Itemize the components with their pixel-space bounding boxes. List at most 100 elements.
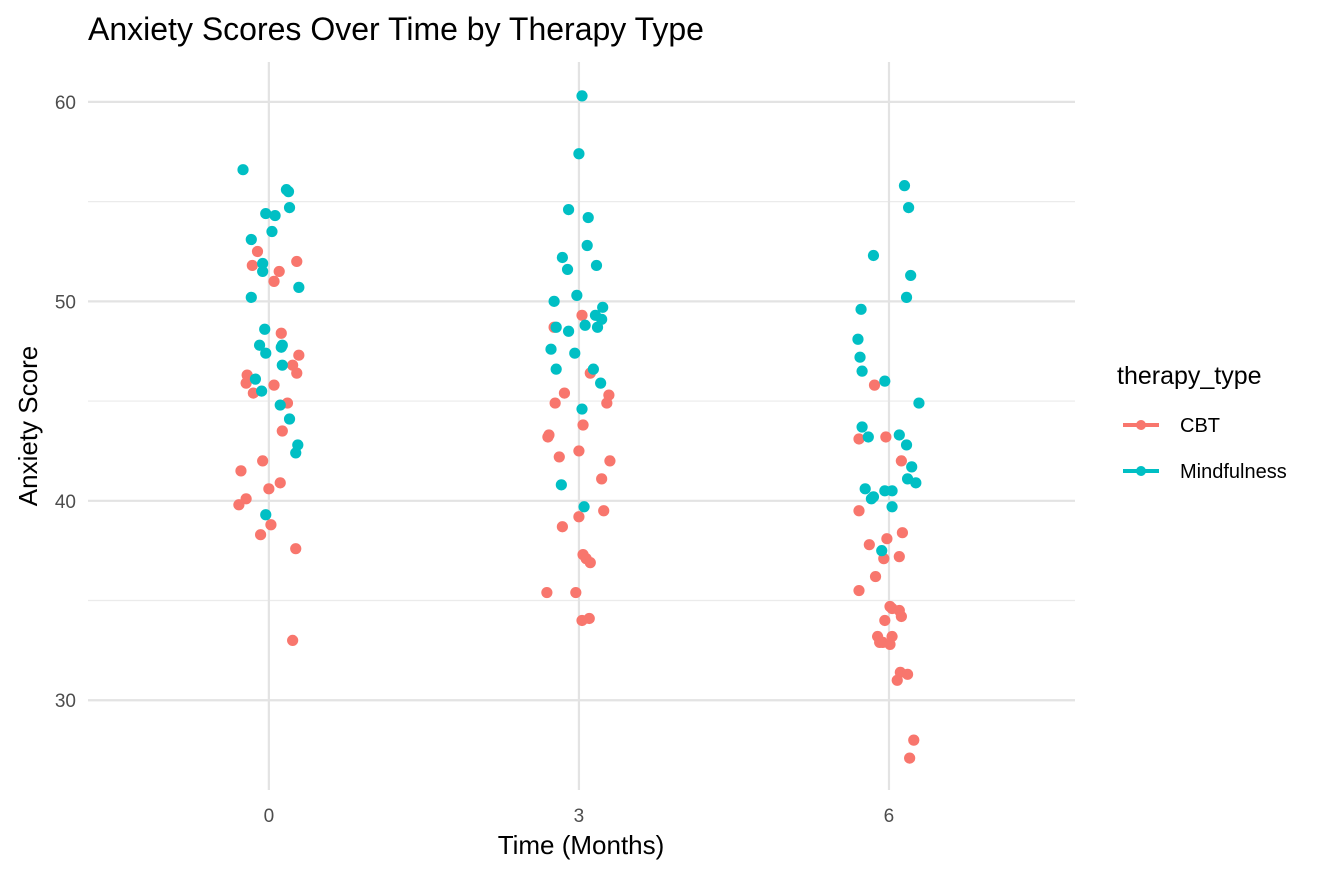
data-point-mindfulness <box>550 363 562 375</box>
legend-key-point-cbt <box>1136 420 1146 430</box>
data-point-mindfulness <box>595 377 607 389</box>
data-point-cbt <box>276 425 288 437</box>
data-point-mindfulness <box>898 180 911 192</box>
data-point-mindfulness <box>910 477 922 489</box>
y-tick-label: 40 <box>55 492 76 513</box>
data-point-mindfulness <box>859 483 871 495</box>
chart-title: Anxiety Scores Over Time by Therapy Type <box>88 11 704 47</box>
data-point-cbt <box>275 327 287 339</box>
data-point-mindfulness <box>879 375 891 387</box>
data-point-cbt <box>553 451 565 463</box>
data-point-mindfulness <box>576 403 588 415</box>
data-point-mindfulness <box>257 257 269 270</box>
data-point-mindfulness <box>269 209 281 222</box>
data-point-mindfulness <box>573 148 585 160</box>
data-point-mindfulness <box>862 431 874 443</box>
data-point-mindfulness <box>905 269 917 282</box>
data-point-mindfulness <box>900 291 913 303</box>
data-point-mindfulness <box>283 413 296 425</box>
data-point-mindfulness <box>865 493 877 505</box>
data-point-cbt <box>891 674 903 686</box>
data-point-mindfulness <box>290 447 302 459</box>
data-point-mindfulness <box>260 347 272 359</box>
legend-label-mindfulness: Mindfulness <box>1180 461 1287 483</box>
data-point-cbt <box>604 455 616 467</box>
data-point-mindfulness <box>876 545 888 557</box>
data-point-mindfulness <box>579 319 591 331</box>
data-point-cbt <box>868 379 881 391</box>
data-point-cbt <box>869 570 882 583</box>
data-point-cbt <box>584 557 596 569</box>
data-point-mindfulness <box>256 385 268 397</box>
data-point-cbt <box>601 397 613 409</box>
data-point-mindfulness <box>555 479 567 491</box>
data-point-cbt <box>853 584 865 597</box>
y-tick-label: 50 <box>55 292 76 313</box>
data-point-cbt <box>576 614 588 627</box>
legend-item-cbt: CBT <box>1123 415 1220 437</box>
data-point-mindfulness <box>854 351 866 363</box>
data-point-mindfulness <box>856 365 868 377</box>
data-point-cbt <box>570 586 582 599</box>
data-point-mindfulness <box>283 202 296 214</box>
data-point-cbt <box>549 397 561 409</box>
x-tick-labels: 0 3 6 <box>264 806 895 827</box>
data-point-cbt <box>558 387 571 399</box>
data-point-mindfulness <box>237 164 249 176</box>
data-point-cbt <box>268 275 280 287</box>
data-point-mindfulness <box>282 186 295 198</box>
data-point-mindfulness <box>581 239 593 252</box>
data-point-cbt <box>254 529 267 541</box>
data-point-mindfulness <box>260 509 272 521</box>
data-point-cbt <box>291 255 303 268</box>
data-point-mindfulness <box>886 485 898 497</box>
data-point-mindfulness <box>590 259 603 272</box>
x-tick-label: 3 <box>574 806 585 827</box>
data-point-cbt <box>881 533 893 545</box>
data-point-cbt <box>265 519 277 531</box>
data-point-mindfulness <box>259 323 271 335</box>
data-point-mindfulness <box>571 289 583 301</box>
data-point-cbt <box>893 551 905 563</box>
data-point-cbt <box>576 309 588 321</box>
data-point-mindfulness <box>550 321 562 333</box>
data-point-mindfulness <box>591 321 604 333</box>
data-point-cbt <box>235 465 247 477</box>
data-point-mindfulness <box>253 339 266 351</box>
data-point-cbt <box>291 367 303 379</box>
data-point-mindfulness <box>249 373 262 385</box>
data-point-mindfulness <box>569 347 581 359</box>
data-point-mindfulness <box>245 233 257 246</box>
data-point-cbt <box>268 379 280 391</box>
data-point-mindfulness <box>576 90 588 102</box>
data-point-cbt <box>863 539 875 551</box>
data-point-cbt <box>263 483 275 495</box>
x-axis-title: Time (Months) <box>498 830 665 860</box>
data-point-mindfulness <box>913 397 925 409</box>
data-point-cbt <box>895 610 907 623</box>
data-point-mindfulness <box>852 333 864 345</box>
y-axis-title: Anxiety Score <box>13 346 43 506</box>
data-point-mindfulness <box>548 295 560 307</box>
data-point-cbt <box>287 634 299 647</box>
data-point-cbt <box>853 505 865 517</box>
data-point-mindfulness <box>578 501 590 513</box>
legend-label-cbt: CBT <box>1180 415 1220 437</box>
data-point-mindfulness <box>293 281 305 293</box>
x-tick-label: 0 <box>264 806 275 827</box>
data-point-mindfulness <box>867 249 880 262</box>
data-point-mindfulness <box>562 203 575 216</box>
data-point-cbt <box>233 499 245 511</box>
data-point-mindfulness <box>266 225 278 238</box>
data-point-mindfulness <box>556 251 568 264</box>
y-tick-label: 30 <box>55 691 76 712</box>
data-point-mindfulness <box>276 359 288 371</box>
data-point-cbt <box>901 668 914 680</box>
data-point-cbt <box>896 527 909 539</box>
data-point-cbt <box>293 349 305 361</box>
data-point-cbt <box>257 455 269 467</box>
data-point-cbt <box>880 431 892 443</box>
grid-minor <box>88 201 1075 602</box>
y-tick-label: 60 <box>55 93 76 114</box>
data-point-mindfulness <box>257 265 269 278</box>
